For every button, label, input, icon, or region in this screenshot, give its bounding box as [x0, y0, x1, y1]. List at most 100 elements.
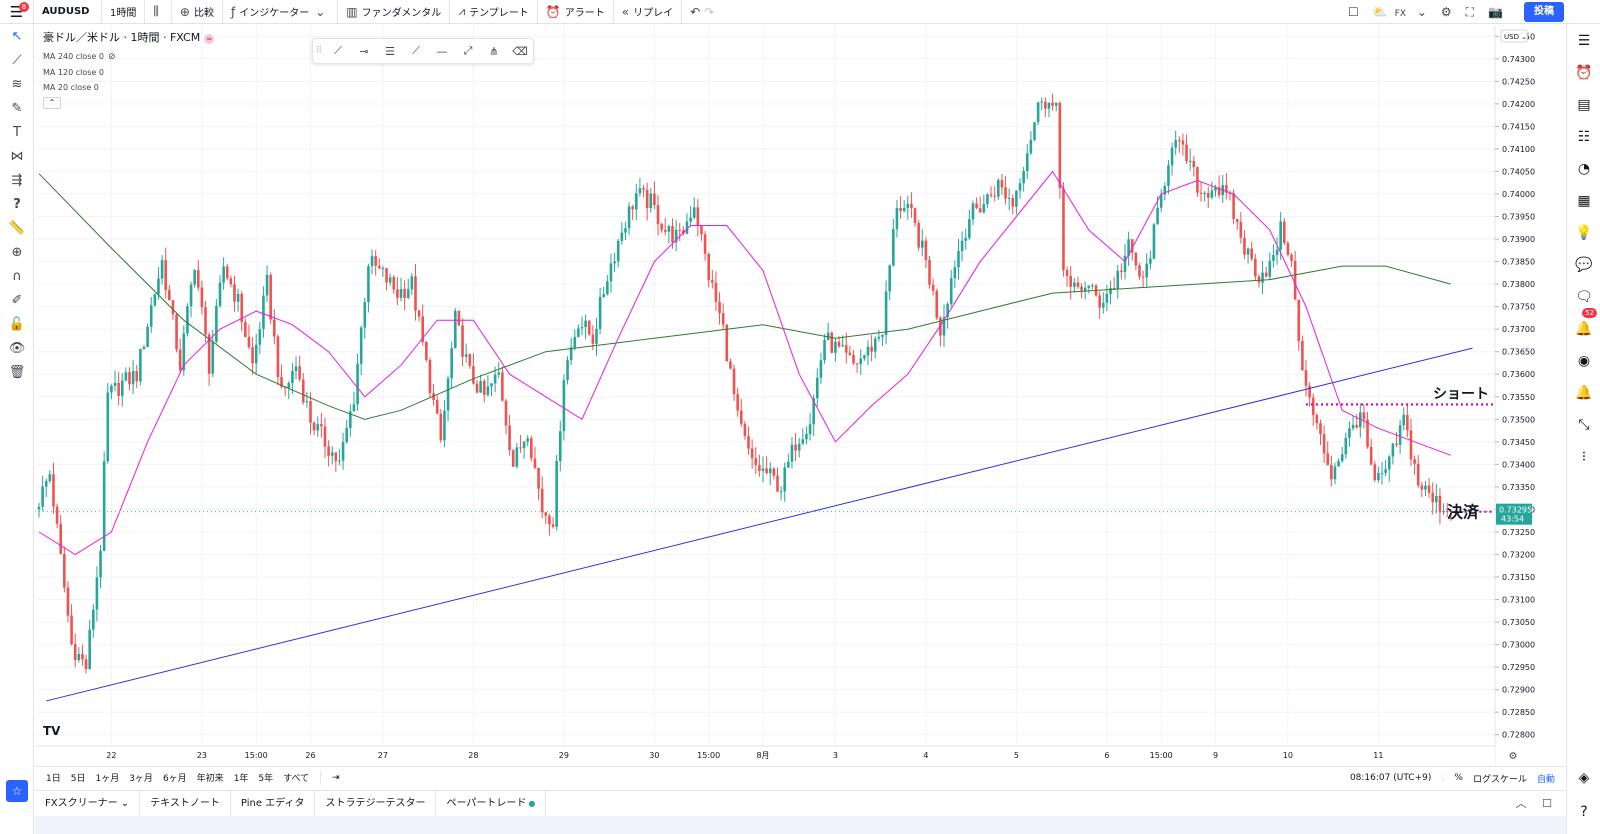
ruler-icon[interactable]: 📏	[8, 221, 26, 236]
candle	[135, 364, 139, 388]
layers-icon[interactable]: ◈	[1578, 770, 1590, 786]
layout-icon[interactable]: ☐	[1347, 5, 1359, 19]
range-6m[interactable]: 6ヶ月	[162, 774, 187, 784]
trash-icon[interactable]: 🗑	[8, 365, 26, 380]
candle-body	[120, 380, 124, 396]
fullscreen-icon[interactable]: ⛶	[1465, 4, 1475, 19]
legend-ma-240[interactable]: MA 240 close 0 ⊘	[43, 52, 116, 62]
star-icon[interactable]: ☆	[6, 780, 28, 802]
trend-line-icon[interactable]: ⟋	[12, 53, 22, 68]
range-1d[interactable]: 1日	[46, 774, 61, 784]
lock-drawing-icon[interactable]: ✐	[11, 293, 23, 308]
eraser-icon[interactable]: ⌫	[512, 44, 528, 58]
news-icon[interactable]: ▤	[1577, 97, 1591, 113]
zoom-icon[interactable]: ⊕	[11, 245, 23, 260]
eye-icon[interactable]: 👁	[8, 341, 26, 356]
clock-readout[interactable]: 08:16:07 (UTC+9)	[1349, 773, 1432, 783]
horizontal-line-icon[interactable]: —	[436, 44, 448, 58]
gear-icon[interactable]: ⚙	[1440, 5, 1452, 19]
candle	[186, 303, 189, 337]
range-all[interactable]: すべて	[283, 774, 310, 784]
data-window-icon[interactable]: ☷	[1577, 129, 1591, 145]
redo-icon[interactable]: ↷	[704, 4, 715, 19]
tab-strategy-tester[interactable]: ストラテジーテスター	[315, 790, 437, 817]
hidden-eye-icon[interactable]: ⊘	[107, 52, 116, 62]
price-chart[interactable]: ショート決済0.743500.743000.742500.742000.7415…	[35, 25, 1566, 765]
fib-icon[interactable]: ≋	[11, 77, 23, 92]
range-1y[interactable]: 1年	[233, 774, 249, 784]
hotlist-icon[interactable]: ◔	[1577, 161, 1591, 177]
candle	[1112, 276, 1116, 290]
percent-toggle[interactable]: %	[1454, 773, 1463, 783]
prediction-icon[interactable]: ⇶	[11, 173, 23, 188]
horizontal-ray-icon[interactable]: ⊸	[359, 44, 369, 58]
range-1m[interactable]: 1ヶ月	[95, 774, 120, 784]
compare-button[interactable]: ⊕ 比較	[172, 0, 223, 24]
indicators-button[interactable]: ƒ インジケーター ⌄	[223, 0, 339, 24]
chevron-up-icon[interactable]: ︿	[1515, 797, 1527, 810]
calendar-icon[interactable]: ▦	[1577, 193, 1591, 209]
chat-icon[interactable]: 💬	[1575, 257, 1593, 273]
undo-icon[interactable]: ↶	[690, 4, 701, 19]
parallel-channel-icon[interactable]: ☰	[385, 44, 395, 58]
range-ytd[interactable]: 年初来	[196, 774, 224, 784]
watchlist-icon[interactable]: ☰	[1577, 33, 1591, 49]
replay-button[interactable]: «リプレイ	[614, 0, 683, 24]
camera-icon[interactable]: 📷	[1488, 5, 1503, 19]
bell-icon[interactable]: 🔔	[1575, 385, 1593, 401]
candle	[117, 371, 120, 406]
help-icon[interactable]: ?	[13, 197, 21, 212]
candle-body	[1178, 140, 1181, 142]
brush-icon[interactable]: ✎	[11, 101, 23, 116]
help-circle-icon[interactable]: ?	[1580, 804, 1588, 820]
symbol-search[interactable]: AUDUSD	[34, 0, 102, 24]
order-panel-icon[interactable]: ⤡	[1578, 417, 1590, 433]
tab-fx-screener[interactable]: FXスクリーナー ⌄	[35, 790, 141, 817]
collapse-legend-button[interactable]: ⌃	[43, 97, 61, 109]
pattern-icon[interactable]: ⋈	[10, 149, 24, 164]
text-icon[interactable]: T	[13, 125, 21, 140]
notifications-icon[interactable]: 🔔	[1575, 321, 1593, 337]
menu-button[interactable]: ☰ 8	[0, 0, 34, 24]
range-3m[interactable]: 3ヶ月	[129, 774, 153, 784]
pitchfork-icon[interactable]: ⋔	[489, 44, 499, 58]
log-scale-toggle[interactable]: ログスケール	[1472, 774, 1527, 785]
candle-body	[656, 204, 660, 225]
price-tick-label: 0.73100	[1502, 596, 1535, 605]
tab-pine-editor[interactable]: Pine エディタ	[231, 790, 316, 817]
maximize-icon[interactable]: ☐	[1542, 797, 1552, 810]
chart-area[interactable]: ショート決済0.743500.743000.742500.742000.7415…	[35, 25, 1566, 765]
auto-scale-toggle[interactable]: 自動	[1536, 774, 1555, 785]
tab-text-notes[interactable]: テキストノート	[140, 790, 231, 817]
fundamentals-button[interactable]: ▥ ファンダメンタル	[338, 0, 451, 24]
interval-button[interactable]: 1時間	[102, 0, 146, 24]
legend-ma-120[interactable]: MA 120 close 0	[43, 68, 104, 77]
tab-paper-trading[interactable]: ペーパートレード ●	[436, 790, 547, 817]
range-5d[interactable]: 5日	[70, 774, 86, 784]
time-tick-label: 8月	[756, 751, 769, 760]
publish-button[interactable]: 投稿	[1524, 2, 1564, 22]
messages-icon[interactable]: 🗨	[1575, 289, 1593, 305]
magnet-icon[interactable]: ∩	[12, 269, 22, 284]
templates-button[interactable]: ⩘ テンプレート	[450, 0, 538, 24]
legend-ma-20[interactable]: MA 20 close 0	[43, 83, 99, 92]
dom-icon[interactable]: ⁝	[1581, 449, 1587, 465]
candle	[178, 338, 182, 373]
goto-date-icon[interactable]: ⇥	[332, 772, 340, 783]
alerts-button[interactable]: ⏰ アラート	[538, 0, 614, 24]
drag-handle-icon[interactable]: ⠿	[315, 46, 323, 56]
candle	[157, 267, 160, 300]
trend-line-icon[interactable]: ⟋	[334, 44, 342, 57]
lock-icon[interactable]: 🔓	[8, 317, 26, 332]
ideas-icon[interactable]: 💡	[1575, 225, 1593, 241]
candle	[301, 372, 305, 405]
alarm-clock-icon[interactable]: ⏰	[1575, 65, 1593, 81]
stream-icon[interactable]: ◉	[1577, 353, 1591, 369]
market-selector[interactable]: ⛅ FX ⌄	[1372, 5, 1427, 19]
chart-type-button[interactable]: ⫼	[145, 0, 172, 24]
ray-icon[interactable]: ⟋	[412, 44, 420, 57]
axis-settings-icon[interactable]: ⚙	[1509, 751, 1518, 762]
extended-line-icon[interactable]: ⤢	[463, 44, 473, 57]
range-5y[interactable]: 5年	[258, 774, 274, 784]
cursor-icon[interactable]: ↖	[11, 29, 23, 44]
